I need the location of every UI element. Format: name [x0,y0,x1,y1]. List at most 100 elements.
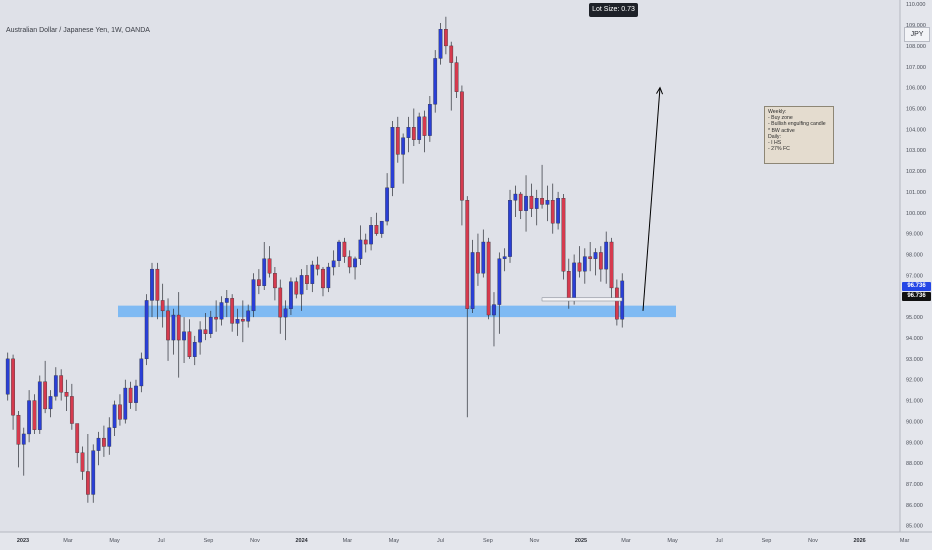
time-tick-label: Jul [716,538,723,544]
candle [556,191,560,230]
candle-body [572,262,577,299]
candle [347,250,352,274]
candle [80,446,85,480]
candle-body [310,264,315,284]
candle-body [80,452,85,472]
time-tick-label: 2023 [17,538,29,544]
candle-body [438,29,443,59]
candle [160,283,165,328]
candle-body [134,385,138,403]
candle-body [369,225,373,245]
candle [102,425,106,457]
price-tick-label: 87.000 [906,482,923,488]
time-axis-panel[interactable] [0,532,932,550]
candle [566,258,571,309]
candle-body [363,239,368,245]
candle [150,262,154,318]
candle-body [118,404,122,420]
candle [273,267,277,301]
candle [112,400,117,437]
candle [230,294,235,332]
candle [358,225,363,265]
candle-body [75,423,80,453]
candle-body [107,427,112,447]
candle [310,260,315,293]
price-tick-label: 100.000 [906,211,926,217]
candle-body [598,252,603,270]
candle-body [395,127,400,155]
candle [492,292,496,347]
candle-body [492,304,496,316]
candle [529,183,534,217]
price-tick-label: 109.000 [906,23,926,29]
candle [401,133,406,184]
candle [294,277,299,299]
candle-body [588,256,593,259]
candle [219,296,224,326]
candle [465,196,470,418]
candle-body [385,187,389,222]
candle-body [43,381,48,410]
price-axis-panel[interactable] [900,0,932,550]
time-tick-label: May [667,538,678,544]
candle-body [315,264,320,270]
candle [534,189,539,226]
candle-body [470,252,475,309]
price-tick-label: 94.000 [906,336,923,342]
candle [550,183,555,234]
candle [422,110,427,153]
candle-body [326,266,331,289]
candle [385,173,389,226]
price-tick-label: 99.000 [906,232,923,238]
candle-body [203,329,208,334]
candle-body [166,310,170,341]
time-tick-label: Mar [900,538,910,544]
candle-body [64,392,69,397]
candle [214,300,218,332]
candle-body [256,279,261,286]
candle-body [262,258,267,286]
candle-body [342,241,347,257]
time-tick-label: Nov [530,538,540,544]
candle-body [449,45,454,63]
crosshair-price-tag: 96.736 [902,292,931,301]
candle [433,50,438,113]
candle-body [187,331,192,357]
candle [64,379,69,411]
chart-title: Australian Dollar / Japanese Yen, 1W, OA… [6,27,150,34]
candle-body [246,310,251,322]
candle-body [331,260,336,268]
candle-body [214,316,218,320]
neckline-marker[interactable] [541,297,623,302]
candle-body [486,241,491,316]
candle [203,312,208,341]
candle-body [615,287,619,320]
candle-body [289,281,293,309]
candle-body [534,198,539,209]
candle [69,383,74,430]
currency-button[interactable]: JPY [904,27,930,42]
candle [75,423,80,464]
candle [155,262,160,320]
support-zone[interactable] [118,305,676,318]
price-tick-label: 101.000 [906,190,926,196]
candle [604,231,609,284]
candle-body [144,300,149,360]
candle-body [497,258,502,305]
candle-body [27,400,31,435]
analysis-note[interactable]: Weekly: - Buy zone - Bullish engulfing c… [764,106,834,164]
candle [171,308,176,355]
candle-body [556,198,560,224]
candle [582,248,587,284]
price-tick-label: 110.000 [906,2,925,8]
candle-body [545,200,550,205]
projection-arrow[interactable] [642,87,661,311]
candle [21,427,26,476]
candle-body [374,225,379,234]
time-tick-label: Sep [762,538,772,544]
candle-body [160,300,165,312]
candle-body [337,241,341,261]
price-tick-label: 88.000 [906,461,923,467]
